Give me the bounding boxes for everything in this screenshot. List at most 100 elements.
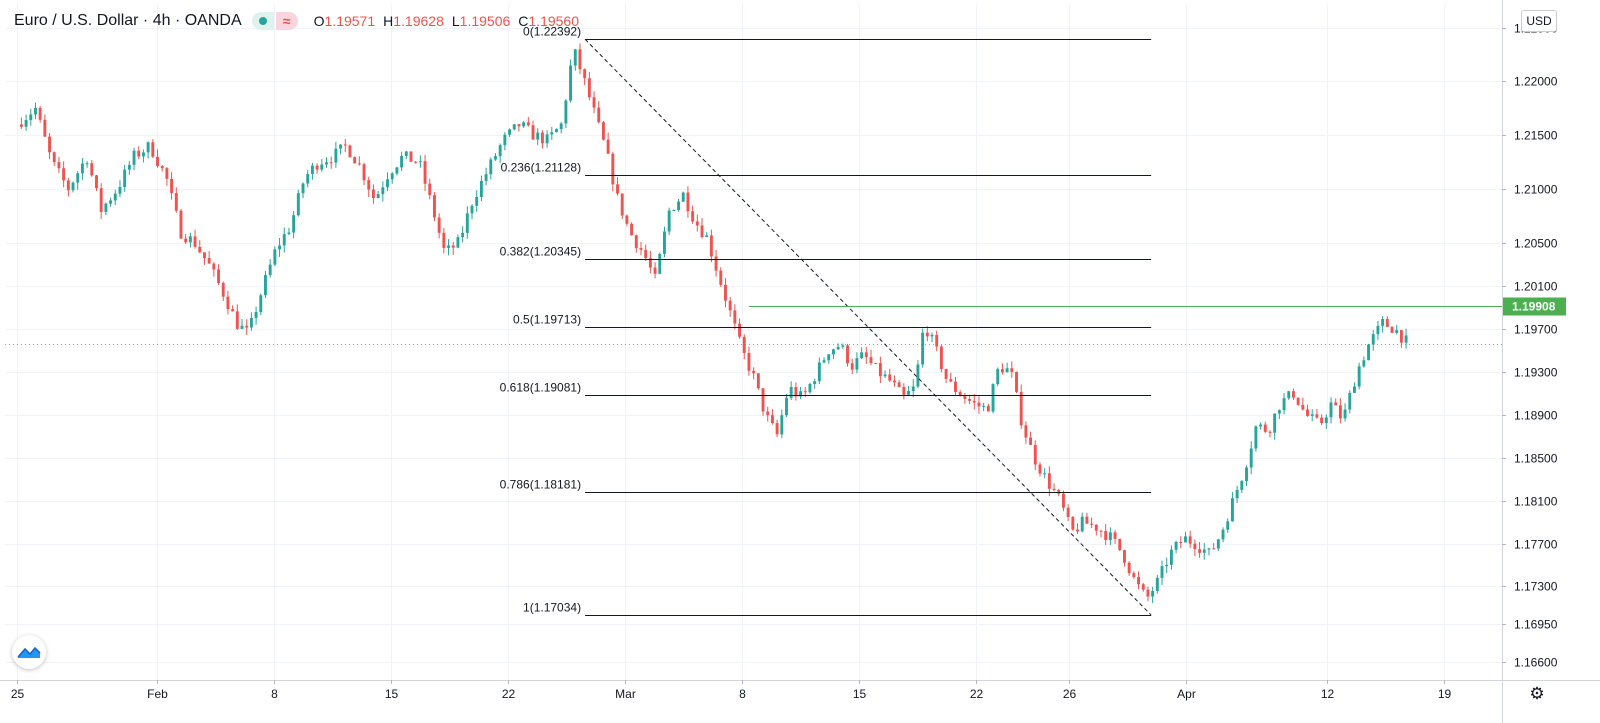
candle-body (1165, 564, 1169, 567)
candle-body (634, 235, 638, 249)
candle-body (756, 373, 760, 389)
candle-body (329, 162, 333, 164)
candle-body (1254, 426, 1258, 449)
candle-body (184, 238, 188, 243)
candle-body (249, 318, 253, 328)
candle-body (1376, 325, 1380, 335)
candle-body (695, 221, 699, 226)
candle-body (808, 383, 812, 393)
candle-body (855, 358, 859, 370)
candle-body (1282, 398, 1286, 411)
candle-body (29, 114, 33, 121)
candle-body (170, 178, 174, 194)
time-tick-label: 8 (271, 687, 278, 701)
candle-body (1000, 369, 1004, 373)
market-open-icon[interactable] (251, 12, 274, 30)
candle-body (526, 122, 530, 126)
candle-body (555, 129, 558, 133)
candle-body (113, 193, 117, 201)
time-tick-label: 15 (385, 687, 399, 701)
candle-body (794, 387, 798, 397)
candle-body (231, 309, 235, 312)
candle-body (1104, 531, 1108, 540)
candle-body (146, 142, 150, 153)
tradingview-logo-icon[interactable] (12, 635, 46, 669)
candle-body (1240, 480, 1244, 490)
candle-body (1263, 424, 1267, 432)
candle-body (1259, 424, 1263, 427)
candle-body (545, 134, 549, 144)
candle-body (508, 129, 512, 135)
candle-body (846, 345, 849, 364)
candle-body (817, 362, 821, 382)
candle-body (479, 180, 483, 198)
candle-body (921, 332, 925, 365)
candle-body (630, 223, 634, 236)
time-tick-label: 15 (853, 687, 867, 701)
candle-body (62, 168, 66, 181)
candle-body (517, 124, 521, 127)
candle-body (1390, 326, 1394, 333)
price-tick-label: 1.22000 (1514, 75, 1558, 89)
candle-body (789, 387, 793, 398)
candle-body (1132, 573, 1136, 578)
candle-body (982, 405, 986, 407)
candle-body (442, 232, 446, 248)
fib-level-label: 0.236(1.21128) (501, 161, 582, 175)
candle-body (465, 213, 469, 233)
wave-indicator-icon[interactable]: ≈ (275, 12, 298, 30)
candle-body (418, 161, 422, 163)
candle-body (165, 168, 169, 179)
candle-body (1399, 330, 1403, 343)
price-tick-label: 1.17300 (1514, 580, 1558, 594)
time-tick-label: 22 (502, 687, 516, 701)
candle-body (897, 382, 901, 388)
candle-body (935, 334, 939, 347)
candle-body (207, 258, 211, 264)
candle-body (813, 381, 817, 384)
candle-body (386, 179, 389, 188)
candle-body (118, 187, 122, 194)
candle-body (1193, 543, 1197, 550)
candle-body (428, 183, 432, 196)
candle-body (292, 215, 296, 233)
candle-body (432, 195, 436, 218)
candle-body (19, 124, 23, 127)
candles (19, 43, 1408, 604)
fib-level-label: 0.382(1.20345) (500, 245, 581, 259)
gear-icon[interactable]: ⚙ (1529, 684, 1545, 703)
candle-body (503, 134, 507, 146)
candle-body (1338, 405, 1342, 419)
candle-body (95, 175, 98, 189)
candle-body (681, 192, 685, 202)
candle-body (639, 248, 643, 250)
candle-body (770, 415, 774, 424)
symbol-title[interactable]: Euro / U.S. Dollar · 4h · OANDA (14, 12, 242, 29)
candle-body (996, 369, 1000, 385)
time-tick-label: Feb (147, 687, 168, 701)
currency-button[interactable]: USD (1521, 10, 1557, 32)
candle-body (348, 145, 352, 158)
candle-body (1118, 538, 1122, 551)
candle-body (1212, 548, 1216, 550)
candle-body (470, 205, 474, 214)
candle-body (343, 144, 347, 146)
candle-body (1324, 417, 1328, 423)
candle-body (494, 156, 497, 160)
candle-body (972, 400, 976, 403)
candle-body (1235, 489, 1239, 499)
candle-body (616, 184, 619, 194)
candle-body (733, 310, 737, 324)
candle-body (357, 163, 361, 165)
candle-body (569, 65, 573, 101)
candle-body (212, 263, 216, 270)
candle-body (325, 162, 328, 165)
candle-body (1169, 549, 1173, 565)
candle-body (958, 392, 962, 397)
candle-body (1076, 529, 1079, 532)
candle-body (583, 69, 587, 79)
candle-body (1353, 386, 1356, 393)
price-axis: 1.225001.220001.215001.210001.205001.201… (1502, 0, 1558, 723)
